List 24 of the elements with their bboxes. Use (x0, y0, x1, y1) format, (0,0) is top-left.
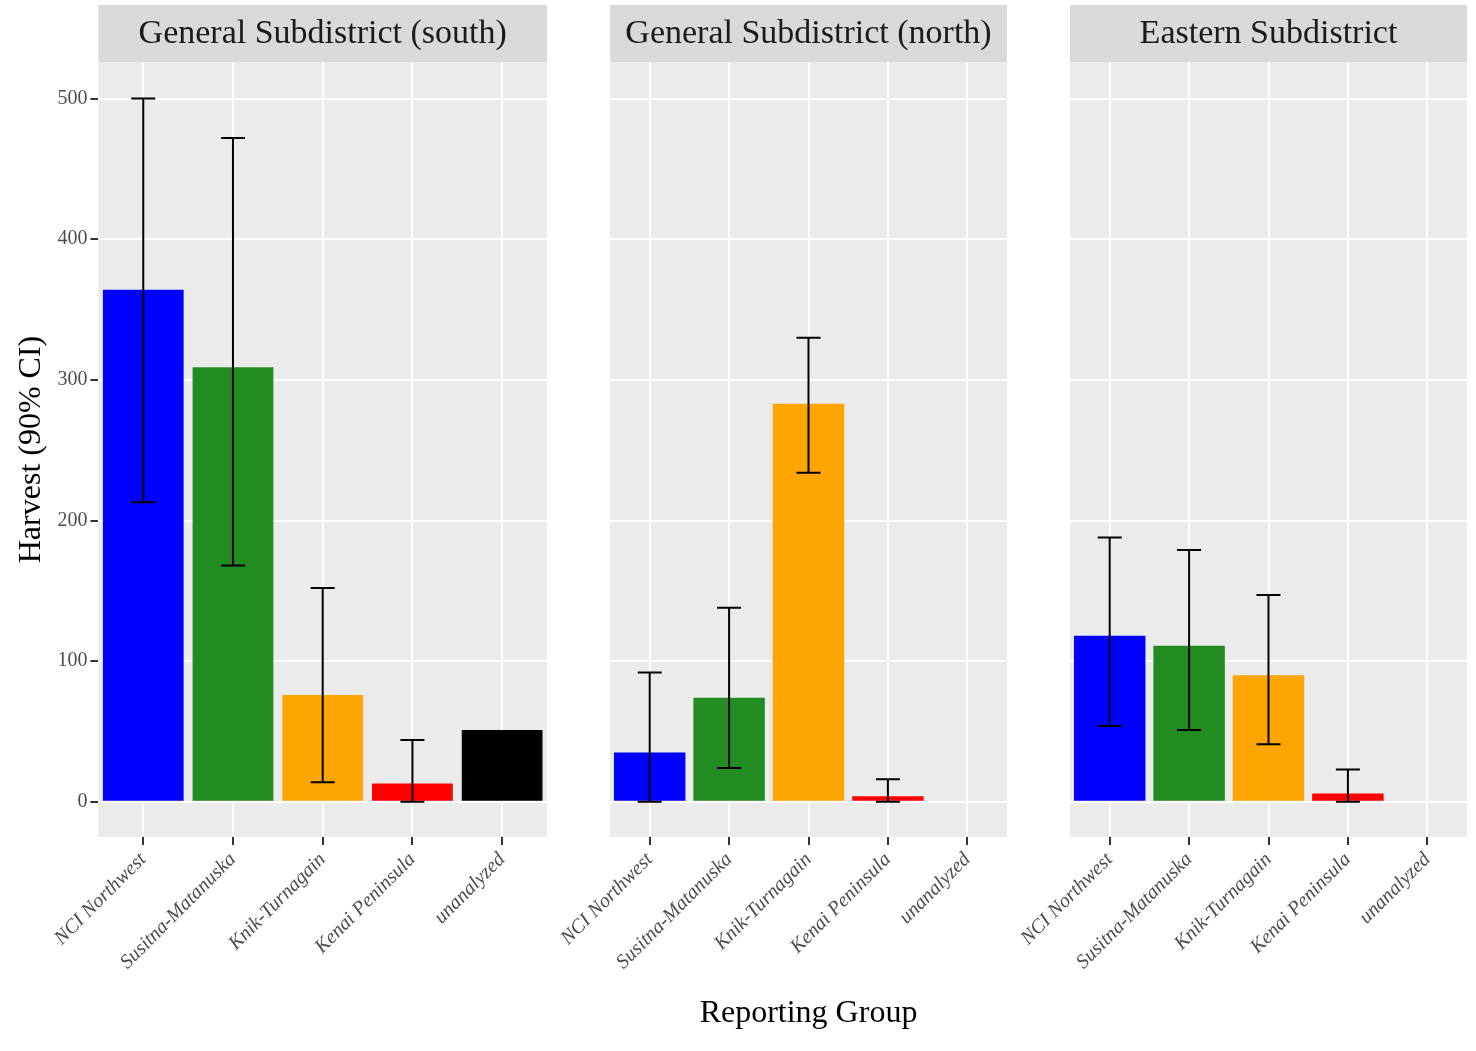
bar (372, 783, 453, 801)
y-tick-label: 400 (57, 226, 88, 249)
chart-title: Eastern Subdistrict (1139, 13, 1398, 51)
bar (1312, 793, 1384, 801)
bar (613, 752, 686, 801)
y-axis-title: Harvest (90% CI) (10, 335, 47, 564)
bar (1232, 675, 1305, 801)
bar (102, 289, 184, 801)
y-tick-label: 500 (57, 85, 88, 108)
bar (852, 796, 924, 801)
y-tick-label: 200 (57, 507, 88, 530)
bar (693, 697, 765, 801)
x-axis-title: Reporting Group (699, 993, 918, 1030)
y-tick-label: 0 (77, 789, 88, 812)
bar (1073, 635, 1146, 801)
bar (192, 367, 274, 801)
bar (1153, 645, 1225, 801)
bar (282, 694, 364, 801)
y-tick-label: 100 (57, 648, 88, 671)
bar (772, 403, 845, 801)
y-tick-label: 300 (57, 367, 88, 390)
bar (461, 730, 543, 801)
chart-title: General Subdistrict (south) (138, 13, 507, 52)
chart-title: General Subdistrict (north) (625, 13, 992, 52)
